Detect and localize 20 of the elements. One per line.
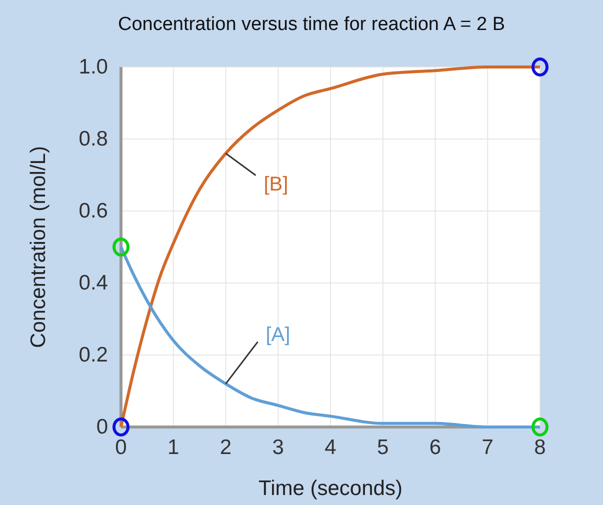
x-axis-title: Time (seconds) [258, 477, 402, 500]
y-tick-label: 0.6 [78, 200, 108, 223]
x-tick-label: 4 [324, 436, 337, 459]
y-tick-label: 1.0 [78, 56, 108, 79]
x-tick-label: 8 [534, 436, 546, 459]
text: [B] [264, 173, 288, 196]
y-tick-label: 0.4 [78, 272, 108, 295]
x-tick-label: 0 [115, 436, 127, 459]
x-tick-label: 6 [429, 436, 442, 459]
y-axis-title: Concentration (mol/L) [27, 146, 50, 348]
y-tick-label: 0.8 [78, 128, 108, 151]
chart-title: Concentration versus time for reaction A = 2 B [118, 14, 506, 35]
y-tick-label: 0.2 [78, 344, 108, 367]
x-tick-label: 5 [377, 436, 389, 459]
x-tick-label: 3 [272, 436, 284, 459]
x-tick-label: 1 [168, 436, 180, 459]
x-tick-label: 2 [220, 436, 232, 459]
y-tick-label: 0 [96, 416, 108, 439]
x-tick-label: 7 [482, 436, 494, 459]
text: [A] [266, 324, 290, 346]
